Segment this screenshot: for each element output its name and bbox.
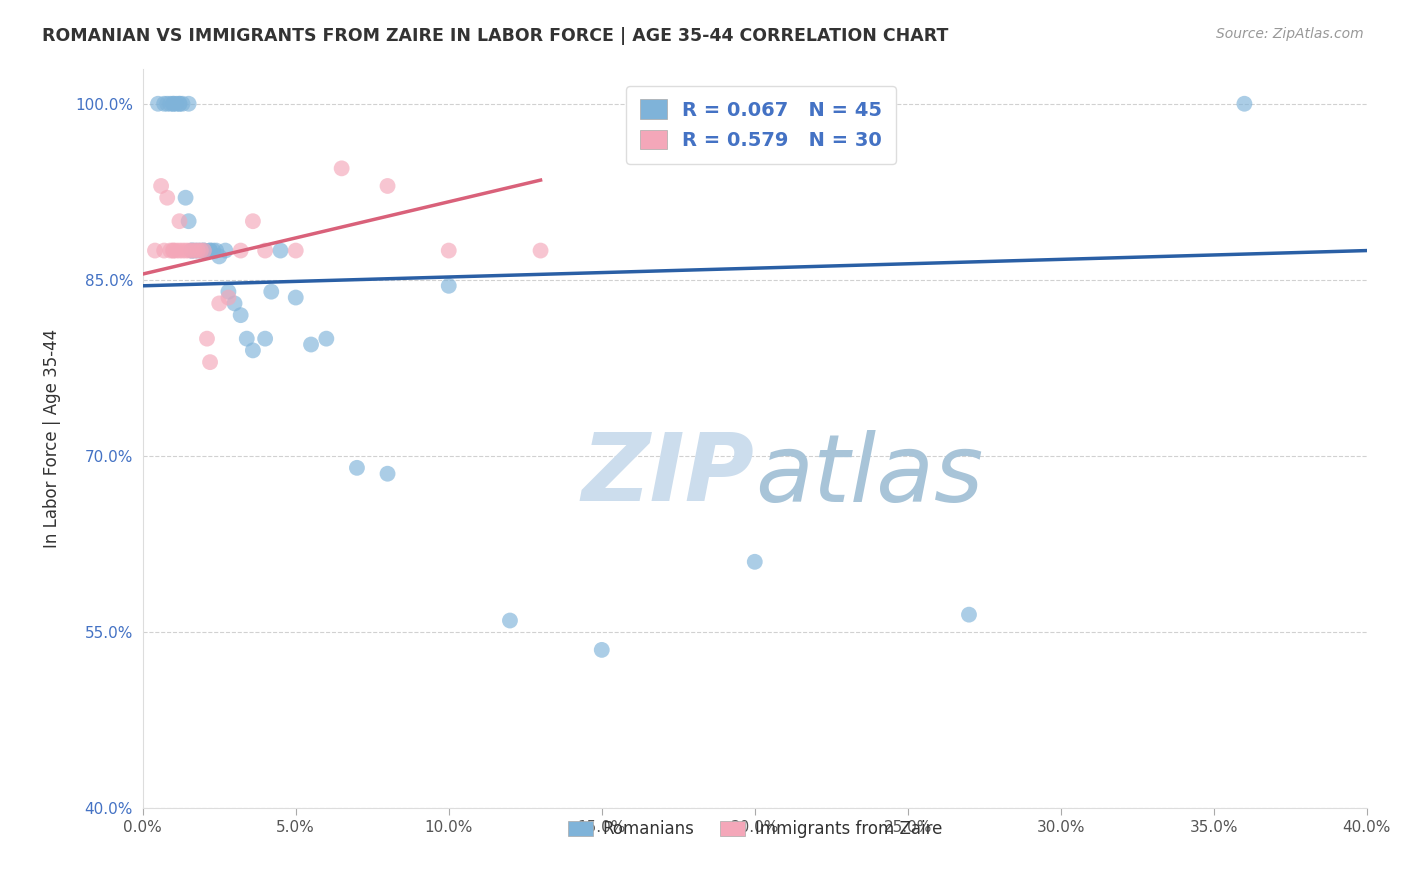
Point [236,332,259,346]
Point [162,96,184,111]
Point [260,285,283,299]
Point [177,214,200,228]
Point [162,244,184,258]
Point [195,332,218,346]
Point [229,308,252,322]
Point [187,244,209,258]
Point [437,278,460,293]
Point [284,244,307,258]
Point [162,96,184,111]
Point [150,178,173,193]
Point [208,296,231,310]
Text: Source: ZipAtlas.com: Source: ZipAtlas.com [1216,27,1364,41]
Point [299,337,322,351]
Point [242,343,264,358]
Point [254,332,277,346]
Point [269,244,291,258]
Point [284,291,307,305]
Point [193,244,215,258]
Point [1233,96,1256,111]
Point [174,244,197,258]
Point [202,244,225,258]
Point [165,96,187,111]
Text: ZIP: ZIP [582,429,755,522]
Point [165,244,187,258]
Point [190,244,212,258]
Point [172,96,194,111]
Point [159,96,181,111]
Point [205,244,228,258]
Point [193,244,215,258]
Point [184,244,207,258]
Point [377,178,399,193]
Point [156,96,179,111]
Legend: Romanians, Immigrants from Zaire: Romanians, Immigrants from Zaire [561,814,949,845]
Point [377,467,399,481]
Point [214,244,236,258]
Point [143,244,166,258]
Point [744,555,766,569]
Point [146,96,169,111]
Point [169,96,191,111]
Point [159,244,181,258]
Point [315,332,337,346]
Point [169,96,191,111]
Point [187,244,209,258]
Point [346,460,368,475]
Point [437,244,460,258]
Point [162,244,184,258]
Point [193,244,215,258]
Point [153,96,176,111]
Point [217,285,239,299]
Point [957,607,980,622]
Point [180,244,202,258]
Point [174,191,197,205]
Point [198,244,221,258]
Point [330,161,353,176]
Point [499,614,522,628]
Point [180,244,202,258]
Point [156,191,179,205]
Point [198,355,221,369]
Point [177,96,200,111]
Point [153,244,176,258]
Point [217,291,239,305]
Point [180,244,202,258]
Text: atlas: atlas [755,430,983,521]
Point [208,249,231,263]
Point [198,244,221,258]
Point [177,244,200,258]
Point [190,244,212,258]
Point [184,244,207,258]
Point [529,244,551,258]
Y-axis label: In Labor Force | Age 35-44: In Labor Force | Age 35-44 [44,329,60,548]
Point [229,244,252,258]
Point [224,296,246,310]
Point [172,244,194,258]
Point [169,244,191,258]
Text: ROMANIAN VS IMMIGRANTS FROM ZAIRE IN LABOR FORCE | AGE 35-44 CORRELATION CHART: ROMANIAN VS IMMIGRANTS FROM ZAIRE IN LAB… [42,27,949,45]
Point [254,244,277,258]
Point [169,214,191,228]
Point [591,643,613,657]
Point [242,214,264,228]
